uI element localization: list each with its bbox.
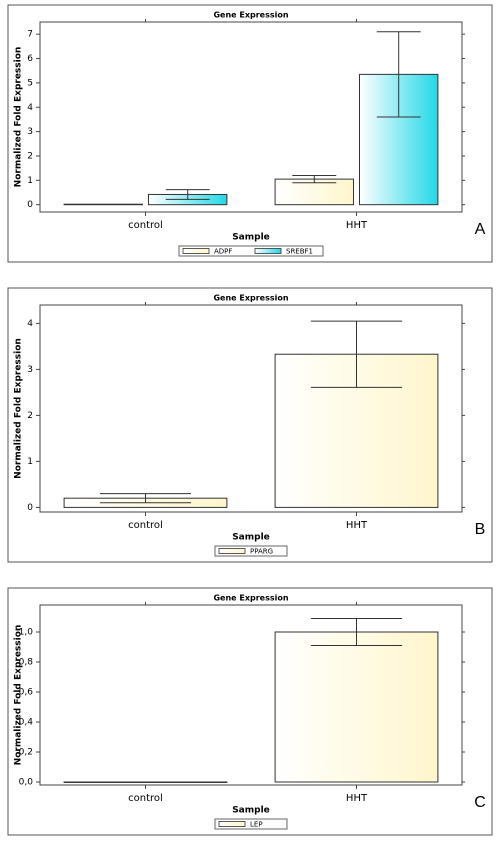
x-tick-label: HHT (346, 793, 368, 804)
x-axis-label: Sample (232, 233, 270, 243)
y-tick-label: 1 (27, 457, 33, 467)
bar (63, 203, 143, 206)
legend-box (214, 545, 288, 557)
y-tick-label: 2 (27, 411, 33, 421)
y-tick-label: 7 (27, 30, 33, 40)
y-tick-label: 0,0 (19, 778, 34, 788)
x-tick-label: control (128, 520, 163, 531)
x-tick-label: HHT (346, 520, 368, 531)
chart-title: Gene Expression (213, 294, 288, 303)
panel-letter: C (474, 794, 486, 811)
y-tick-label: 0 (27, 200, 33, 210)
x-tick-label: control (128, 220, 163, 231)
x-axis-label: Sample (232, 533, 270, 543)
x-tick-label: control (128, 793, 163, 804)
y-tick-label: 5 (27, 78, 33, 88)
bar (63, 781, 228, 783)
y-tick-label: 4 (27, 319, 33, 329)
y-tick-label: 1 (27, 176, 33, 186)
legend-label: LEP (250, 821, 263, 829)
y-tick-label: 3 (27, 365, 33, 375)
y-tick-label: 0,6 (19, 688, 34, 698)
legend-label: SREBF1 (286, 248, 313, 256)
y-tick-label: 0,2 (19, 748, 33, 758)
chart-title: Gene Expression (213, 11, 288, 20)
legend-label: ADPF (214, 248, 232, 256)
y-tick-label: 0,8 (19, 658, 34, 668)
bar (274, 631, 439, 783)
legend-swatch (218, 548, 246, 554)
y-tick-label: 0,4 (19, 718, 34, 728)
y-tick-label: 6 (27, 54, 33, 64)
bar (274, 178, 355, 206)
x-axis-label: Sample (232, 806, 270, 816)
y-tick-label: 2 (27, 151, 33, 161)
legend-box (178, 245, 324, 257)
legend-box (214, 818, 288, 830)
y-tick-label: 1,0 (19, 628, 34, 638)
legend-swatch (218, 821, 246, 827)
y-tick-label: 3 (27, 127, 33, 137)
panel-letter: A (475, 221, 486, 238)
x-tick-label: HHT (346, 220, 368, 231)
y-axis-label: Normalized Fold Expression (14, 338, 24, 479)
legend-swatch (182, 248, 210, 254)
y-axis-label: Normalized Fold Expression (14, 47, 24, 188)
panel: Gene Expression 0,0 0,2 0,4 0,6 0,8 1,0Normali… (7, 587, 493, 836)
y-tick-label: 4 (27, 103, 33, 113)
chart-title: Gene Expression (213, 594, 288, 603)
y-axis-label: Normalized Fold Expression (14, 625, 24, 766)
y-tick-label: 0 (27, 503, 33, 513)
panel-letter: B (475, 521, 486, 538)
legend-label: PPARG (250, 548, 273, 556)
legend-swatch (254, 248, 282, 254)
